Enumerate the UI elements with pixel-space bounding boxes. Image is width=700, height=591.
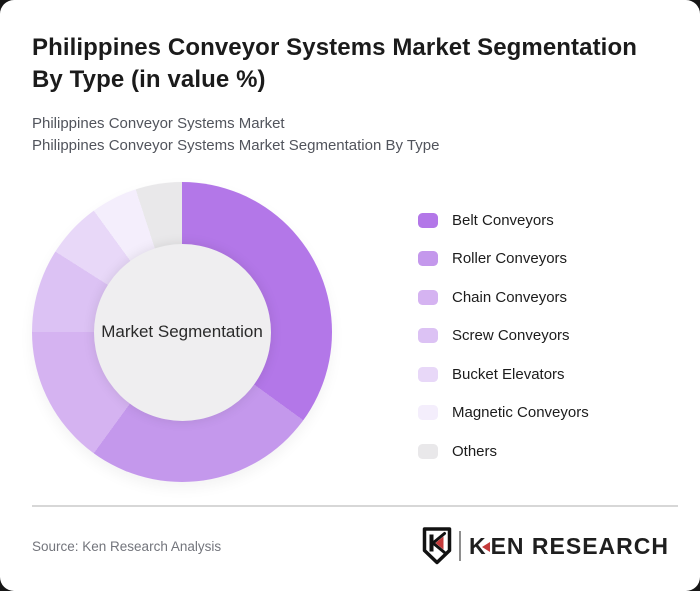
title-line-2: By Type (in value %): [32, 66, 266, 93]
ken-research-logo: K EN RESEARCH: [422, 527, 669, 565]
title-line-1: Philippines Conveyor Systems Market Segm…: [32, 34, 637, 61]
legend-label: Others: [452, 442, 498, 460]
legend-swatch-icon: [418, 366, 438, 382]
brand-wordmark: K EN RESEARCH: [469, 533, 669, 560]
source-note: Source: Ken Research Analysis: [32, 539, 222, 554]
legend-label: Screw Conveyors: [452, 327, 570, 344]
legend-label: Bucket Elevators: [452, 365, 565, 383]
legend-item-others[interactable]: Others: [418, 440, 589, 462]
legend-item-belt-conveyors[interactable]: Belt Conveyors: [418, 209, 589, 231]
legend-item-roller-conveyors[interactable]: Roller Conveyors: [418, 248, 589, 270]
ken-research-shield-icon: [422, 527, 452, 565]
brand-rest: EN RESEARCH: [490, 532, 669, 559]
donut-center-label: Market Segmentation: [101, 322, 263, 341]
legend-swatch-icon: [418, 328, 438, 343]
brand-k: K: [468, 532, 487, 559]
legend-label: Belt Conveyors: [452, 211, 554, 229]
legend-item-magnetic-conveyors[interactable]: Magnetic Conveyors: [418, 402, 589, 424]
legend-label: Chain Conveyors: [452, 288, 568, 306]
legend-item-chain-conveyors[interactable]: Chain Conveyors: [418, 286, 589, 308]
page-title: Philippines Conveyor Systems Market Segm…: [32, 32, 662, 96]
legend-label: Magnetic Conveyors: [452, 404, 589, 421]
logo-separator: [458, 531, 461, 561]
legend-swatch-icon: [418, 212, 438, 228]
subtitle-line-1: Philippines Conveyor Systems Market: [32, 115, 285, 132]
legend-swatch-icon: [418, 251, 438, 266]
legend-swatch-icon: [418, 443, 438, 459]
legend-item-screw-conveyors[interactable]: Screw Conveyors: [418, 325, 589, 347]
footer-divider: [32, 505, 678, 507]
subtitle-line-2: Philippines Conveyor Systems Market Segm…: [32, 137, 440, 154]
donut-chart[interactable]: Market Segmentation: [32, 182, 332, 482]
chart-subtitle: Philippines Conveyor Systems Market Phil…: [32, 113, 662, 157]
chart-legend: Belt Conveyors Roller Conveyors Chain Conv…: [418, 209, 589, 479]
brand-k-triangle-icon: [481, 542, 490, 552]
legend-swatch-icon: [418, 289, 438, 305]
legend-item-bucket-elevators[interactable]: Bucket Elevators: [418, 363, 589, 385]
legend-swatch-icon: [418, 405, 438, 420]
legend-label: Roller Conveyors: [452, 250, 568, 267]
donut-center: Market Segmentation: [93, 243, 271, 421]
